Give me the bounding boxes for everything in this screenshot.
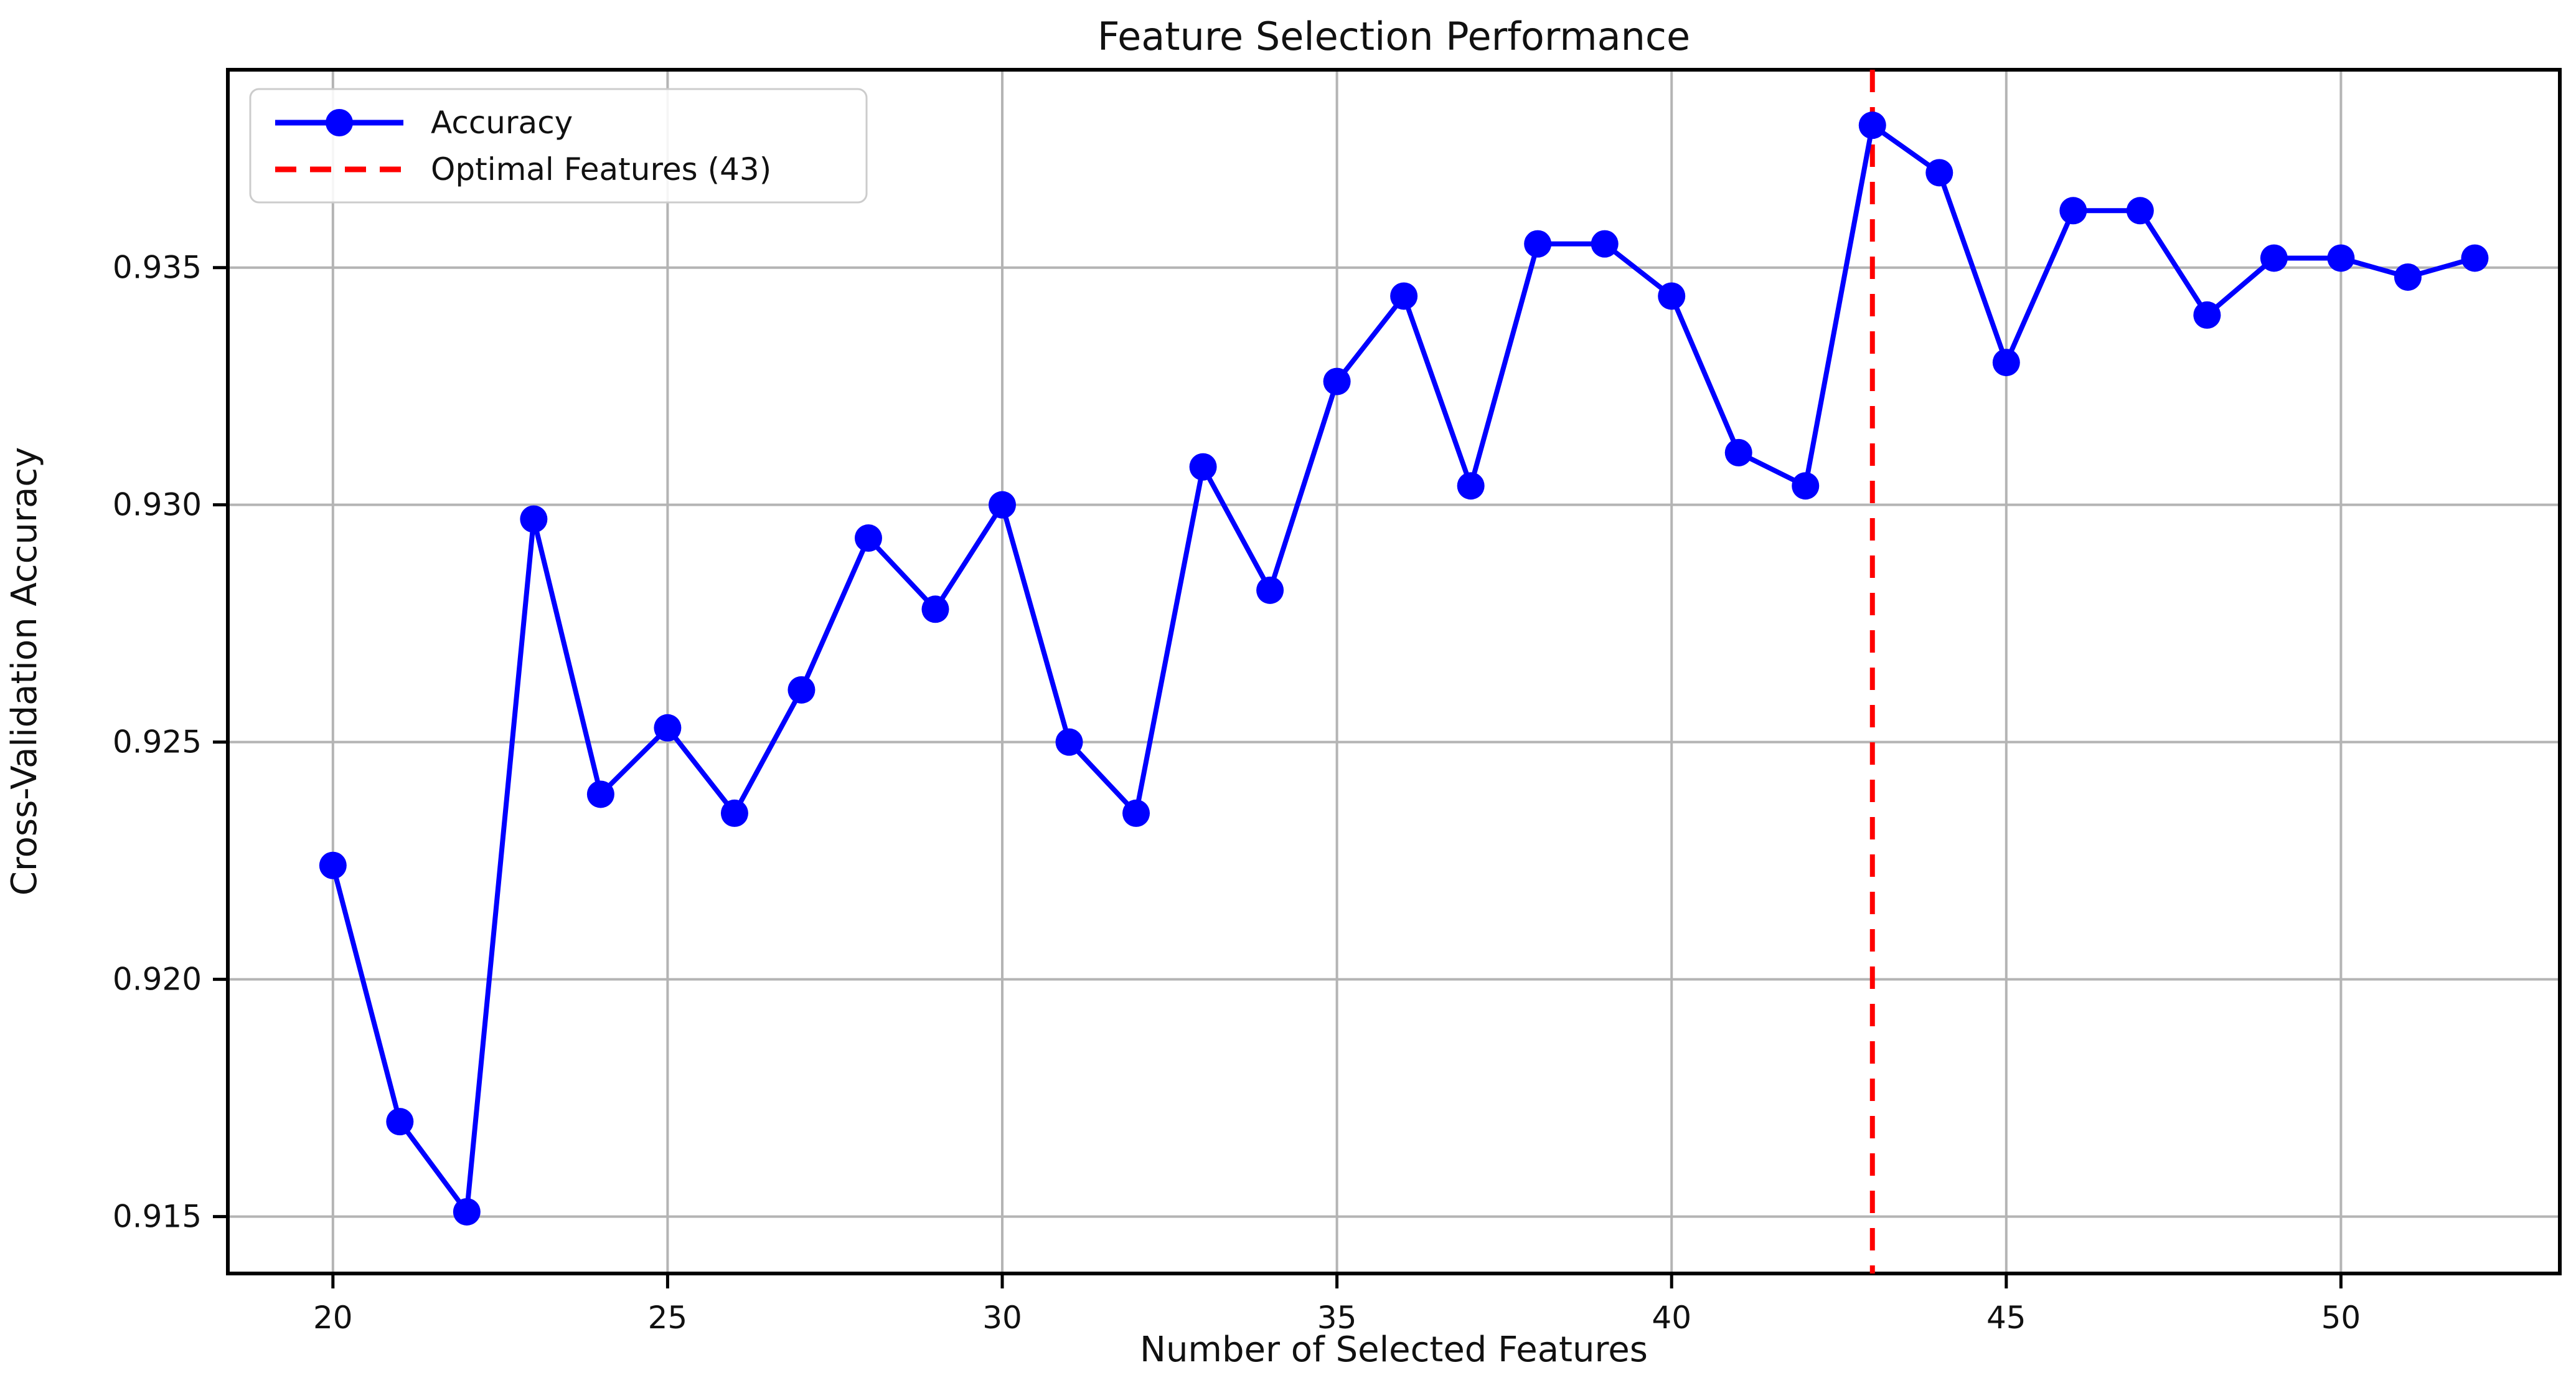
data-point [720, 799, 748, 827]
legend: Accuracy Optimal Features (43) [249, 88, 868, 204]
data-point [854, 524, 882, 552]
y-tick-label: 0.935 [113, 250, 202, 286]
data-point [1792, 472, 1820, 500]
data-point [1524, 230, 1552, 258]
x-tick-label: 20 [313, 1300, 353, 1336]
data-point [2126, 197, 2154, 225]
data-point [989, 491, 1017, 519]
data-point [586, 780, 614, 808]
y-tick-label: 0.915 [113, 1199, 202, 1235]
data-point [1992, 349, 2020, 377]
plot-area: 20 25 30 35 40 45 50 0.915 0.920 0.925 0.930 0.935 [113, 68, 2562, 1336]
data-point [1256, 576, 1284, 604]
data-point [787, 676, 816, 704]
y-axis-label: Cross-Validation Accuracy [4, 447, 45, 895]
data-point [1323, 367, 1351, 395]
legend-accuracy-label: Accuracy [431, 105, 573, 141]
data-point [921, 595, 949, 623]
x-tick-label: 35 [1317, 1300, 1357, 1336]
x-tick-label: 25 [648, 1300, 688, 1336]
legend-box [249, 88, 868, 204]
x-tick-label: 50 [2321, 1300, 2361, 1336]
data-point [2327, 244, 2355, 272]
y-tick-label: 0.925 [113, 724, 202, 760]
gridlines [228, 70, 2560, 1273]
data-point [2059, 197, 2087, 225]
chart-title: Feature Selection Performance [1098, 14, 1690, 59]
data-point [520, 505, 548, 533]
data-point [1858, 111, 1886, 139]
data-point [453, 1198, 481, 1226]
x-axis-label: Number of Selected Features [1140, 1330, 1648, 1370]
data-point [319, 851, 347, 879]
x-tick-label: 40 [1652, 1300, 1691, 1336]
x-tick-label: 45 [1986, 1300, 2026, 1336]
x-tick-label: 30 [982, 1300, 1022, 1336]
data-point [386, 1108, 414, 1136]
plot-border [226, 68, 2562, 1275]
data-points [319, 111, 2489, 1226]
data-point [1390, 282, 1418, 310]
data-point [1189, 453, 1217, 481]
data-point [2461, 244, 2489, 272]
data-point [1055, 728, 1083, 756]
data-point [1122, 799, 1150, 827]
legend-optimal-label: Optimal Features (43) [431, 151, 771, 187]
data-point [2394, 263, 2422, 291]
data-point [2260, 244, 2288, 272]
y-tick-label: 0.920 [113, 962, 202, 998]
legend-accuracy-marker [326, 109, 353, 136]
data-point [1591, 230, 1619, 258]
data-point [1724, 438, 1752, 466]
data-point [2193, 301, 2221, 329]
data-point [1658, 282, 1686, 310]
data-point [1457, 472, 1485, 500]
axes-ticks: 20 25 30 35 40 45 50 0.915 0.920 0.925 0.930 0.935 [113, 250, 2361, 1336]
data-point [654, 714, 682, 742]
data-point [1925, 159, 1953, 187]
y-tick-label: 0.930 [113, 487, 202, 523]
